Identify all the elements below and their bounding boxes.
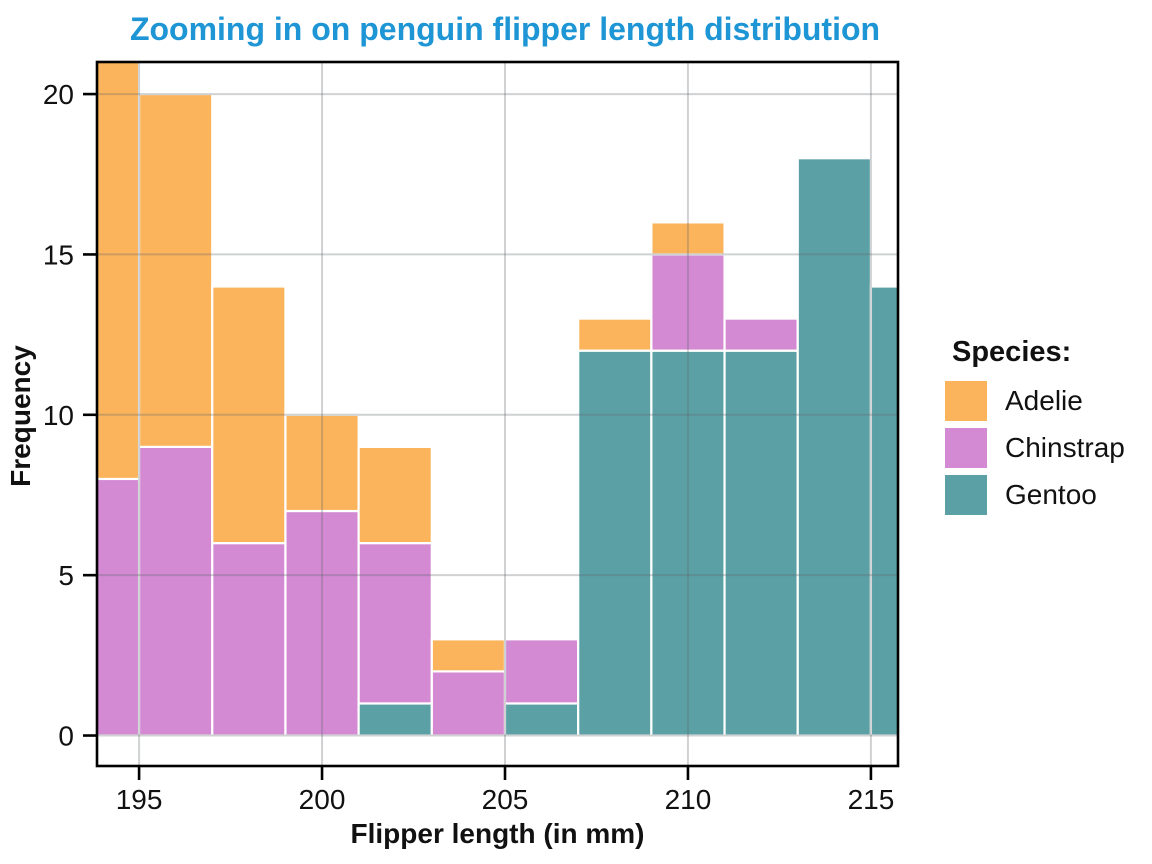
legend-label-chinstrap: Chinstrap	[1005, 432, 1125, 463]
legend-item-chinstrap: Chinstrap	[945, 428, 1125, 468]
bar-segment-adelie-bin8	[577, 317, 653, 352]
y-tick-label-5: 5	[58, 560, 74, 591]
y-tick-label-0: 0	[58, 721, 74, 752]
bar-segment-adelie-bin4	[284, 413, 360, 513]
bar-segment-chinstrap-bin6	[430, 670, 507, 737]
bar-segment-adelie-bin5	[357, 445, 433, 545]
bar-segment-adelie-bin6	[430, 638, 507, 673]
legend: Species: Adelie Chinstrap Gentoo	[945, 336, 1125, 522]
bar-segment-gentoo-bin10	[723, 349, 799, 737]
bar-segment-chinstrap-bin1	[97, 477, 141, 737]
x-tick-label-215: 215	[848, 784, 895, 815]
bar-segment-chinstrap-bin2	[137, 445, 214, 737]
bar-segment-gentoo-bin7	[503, 702, 580, 737]
bar-segment-gentoo-bin5	[357, 702, 433, 737]
bar-segment-chinstrap-bin10	[723, 317, 799, 352]
bar-segment-gentoo-bin12	[869, 285, 898, 737]
y-tick-label-10: 10	[43, 400, 74, 431]
bar-segment-chinstrap-bin9	[650, 253, 726, 352]
x-tick-label-210: 210	[665, 784, 712, 815]
x-tick-label-195: 195	[116, 784, 163, 815]
bar-segment-adelie-bin1	[97, 62, 141, 481]
bar-segment-adelie-bin3	[211, 285, 287, 545]
legend-item-adelie: Adelie	[945, 381, 1125, 421]
bar-segment-chinstrap-bin3	[211, 541, 287, 737]
legend-item-gentoo: Gentoo	[945, 475, 1125, 515]
panel-border	[95, 60, 900, 768]
bars-layer	[97, 62, 898, 737]
bar-segment-adelie-bin2	[137, 92, 214, 448]
y-axis-title: Frequency	[5, 345, 36, 487]
bar-segment-gentoo-bin11	[796, 157, 873, 737]
legend-swatch-gentoo	[945, 475, 987, 515]
legend-title: Species:	[952, 336, 1072, 368]
bar-segment-gentoo-bin9	[650, 349, 726, 737]
bar-segment-chinstrap-bin5	[357, 541, 433, 705]
bar-segment-chinstrap-bin4	[284, 509, 360, 737]
legend-label-gentoo: Gentoo	[1005, 479, 1097, 510]
x-axis-title: Flipper length (in mm)	[350, 818, 645, 849]
x-tick-label-200: 200	[299, 784, 346, 815]
legend-label-adelie: Adelie	[1005, 385, 1083, 416]
legend-swatch-adelie	[945, 381, 987, 421]
y-tick-label-20: 20	[43, 79, 74, 110]
bar-segment-chinstrap-bin7	[503, 638, 580, 705]
bar-segment-gentoo-bin8	[577, 349, 653, 737]
x-tick-label-205: 205	[482, 784, 529, 815]
bar-segment-adelie-bin9	[650, 221, 726, 256]
chart-title: Zooming in on penguin flipper length dis…	[129, 11, 881, 47]
legend-swatch-chinstrap	[945, 428, 987, 468]
y-tick-label-15: 15	[43, 239, 74, 270]
